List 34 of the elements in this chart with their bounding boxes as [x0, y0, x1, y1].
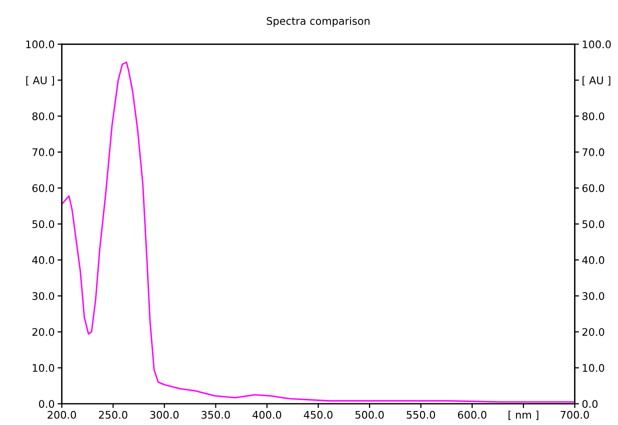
y-tick-label: [ AU ] — [26, 76, 54, 86]
y-tick-label: 50.0 — [32, 220, 54, 228]
y-tick-label: 40.0 — [32, 256, 54, 264]
y2-tick-label: 30.0 — [582, 292, 604, 300]
x-tick-label: [ nm ] — [508, 410, 538, 420]
x-tick-label: 250.0 — [98, 410, 128, 419]
y-tick-label: 70.0 — [32, 148, 54, 156]
x-tick-label: 500.0 — [355, 410, 384, 419]
y-tick-label: 80.0 — [32, 112, 54, 120]
y-tick-label: 0.0 — [38, 400, 54, 408]
x-tick-label: 300.0 — [150, 410, 179, 419]
y-tick-label: 30.0 — [32, 292, 54, 300]
x-tick-label: 550.0 — [406, 410, 436, 419]
y-tick-label: 10.0 — [32, 364, 54, 372]
y2-tick-label: 20.0 — [582, 328, 604, 336]
x-tick-label: 700.0 — [560, 410, 589, 419]
y2-tick-label: 100.0 — [582, 40, 611, 48]
x-tick-label: 600.0 — [458, 410, 486, 419]
y2-tick-label: 70.0 — [582, 148, 604, 156]
y-tick-label: 60.0 — [32, 184, 54, 192]
y2-tick-label: 60.0 — [582, 184, 604, 192]
x-tick-label: 400.0 — [252, 410, 282, 419]
y2-tick-label: [ AU ] — [582, 76, 610, 86]
x-tick-label: 350.0 — [202, 410, 230, 419]
y2-tick-label: 10.0 — [582, 364, 604, 372]
y-tick-label: 20.0 — [32, 328, 54, 336]
chart-title: Spectra comparison — [266, 16, 370, 27]
y2-tick-label: 50.0 — [582, 220, 604, 228]
y2-tick-label: 0.0 — [582, 400, 598, 408]
x-tick-label: 200.0 — [48, 410, 76, 419]
y-tick-label: 100.0 — [26, 40, 54, 48]
x-tick-label: 450.0 — [304, 410, 332, 419]
y2-tick-label: 80.0 — [582, 112, 604, 120]
y2-tick-label: 40.0 — [582, 256, 604, 264]
